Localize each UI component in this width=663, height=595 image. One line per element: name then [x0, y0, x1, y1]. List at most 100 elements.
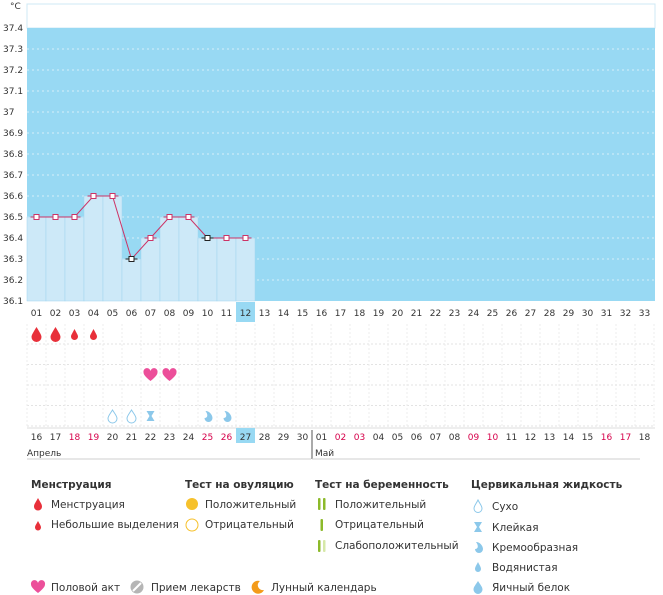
temperature-bar [197, 237, 218, 302]
date-label: 11 [506, 433, 517, 443]
y-tick-label: 36.4 [3, 234, 23, 244]
cycle-day-label: 33 [639, 309, 650, 319]
cycle-day-label: 13 [259, 309, 270, 319]
y-tick-label: 37.1 [3, 87, 23, 97]
month-label: Май [315, 449, 334, 459]
temperature-bar [26, 216, 47, 302]
current-date-highlight [236, 428, 255, 443]
double-bar-icon [315, 497, 331, 511]
legend-watery-label: Водянистая [492, 562, 558, 574]
y-tick-label: 36.2 [3, 276, 23, 286]
temperature-point [71, 214, 78, 220]
moon-icon [251, 580, 267, 594]
legend-intercourse-label: Половой акт [51, 582, 121, 594]
dry-icon [107, 409, 118, 424]
cycle-day-label: 19 [373, 309, 385, 319]
plot-top-margin [26, 3, 656, 29]
drop-small-icon [32, 518, 48, 532]
cycle-day-label: 20 [392, 309, 404, 319]
date-label: 06 [411, 433, 423, 443]
date-label: 22 [145, 433, 156, 443]
temperature-point [52, 214, 59, 220]
cycle-day-label: 10 [202, 309, 214, 319]
date-label: 21 [126, 433, 137, 443]
cycle-day-label: 27 [525, 309, 536, 319]
cycle-day-label: 17 [335, 309, 346, 319]
date-label: 15 [582, 433, 593, 443]
date-label: 16 [31, 433, 43, 443]
temperature-point [128, 256, 135, 262]
y-tick-label: 36.7 [3, 171, 23, 181]
temperature-bar [121, 258, 142, 302]
cycle-day-label: 08 [164, 309, 176, 319]
cycle-day-label: 02 [50, 309, 61, 319]
drop-small-icon [71, 329, 78, 340]
cycle-day-label: 11 [221, 309, 232, 319]
cycle-day-label: 25 [487, 309, 498, 319]
temperature-point [166, 214, 173, 220]
cycle-day-label: 12 [240, 309, 251, 319]
cycle-day-label: 28 [544, 309, 556, 319]
temperature-point [204, 235, 211, 241]
date-label: 10 [487, 433, 499, 443]
cycle-day-label: 18 [354, 309, 366, 319]
cycle-day-label: 30 [582, 309, 594, 319]
legend-pregnancy-faint-label: Слабоположительный [335, 540, 459, 552]
date-label: 05 [392, 433, 403, 443]
legend-spotting-label: Небольшие выделения [51, 519, 179, 531]
cycle-day-label: 21 [411, 309, 422, 319]
single-bar-icon [315, 518, 331, 532]
legend-creamy-label: Кремообразная [492, 542, 579, 554]
y-tick-label: 37 [3, 108, 14, 118]
legend-ovulation-positive-label: Положительный [205, 499, 297, 511]
creamy-icon [223, 411, 232, 422]
cycle-day-label: 22 [430, 309, 441, 319]
date-label: 17 [50, 433, 61, 443]
y-tick-label: 36.8 [3, 150, 23, 160]
y-tick-label: 36.6 [3, 192, 23, 202]
date-label: 28 [259, 433, 271, 443]
temperature-bar [235, 237, 256, 302]
drop-large-icon [50, 327, 61, 342]
cycle-day-label: 01 [31, 309, 42, 319]
temperature-bar [178, 216, 199, 302]
drop-large-icon [31, 497, 47, 511]
y-tick-label: 36.1 [3, 297, 23, 307]
date-label: 08 [449, 433, 461, 443]
temperature-bar [102, 195, 123, 302]
date-label: 13 [544, 433, 555, 443]
date-label: 23 [164, 433, 175, 443]
watery-icon [471, 560, 487, 574]
date-label: 14 [563, 433, 575, 443]
date-label: 26 [221, 433, 233, 443]
current-day-highlight [236, 302, 255, 322]
temperature-point [223, 235, 230, 241]
cycle-day-label: 29 [563, 309, 575, 319]
temperature-bar [216, 237, 237, 302]
temperature-bar [159, 216, 180, 302]
temperature-point [242, 235, 249, 241]
temperature-bar [45, 216, 66, 302]
pill-icon [130, 580, 146, 594]
y-tick-label: 37.4 [3, 24, 23, 34]
cycle-day-label: 31 [601, 309, 612, 319]
drop-large-icon [31, 327, 42, 342]
temperature-bar [140, 237, 161, 302]
date-label: 07 [430, 433, 441, 443]
creamy-icon [204, 411, 213, 422]
sticky-icon [146, 411, 155, 421]
date-label: 27 [240, 433, 251, 443]
legend-pregnancy-positive-label: Положительный [335, 499, 427, 511]
date-label: 16 [601, 433, 613, 443]
month-label: Апрель [27, 449, 61, 459]
temperature-point [185, 214, 192, 220]
legend-sticky-label: Клейкая [492, 522, 539, 534]
creamy-icon [471, 540, 487, 554]
date-label: 30 [297, 433, 309, 443]
date-label: 24 [183, 433, 195, 443]
drop-small-icon [90, 329, 97, 340]
legend-pregnancy-negative-label: Отрицательный [335, 519, 424, 531]
date-label: 18 [639, 433, 651, 443]
cycle-day-label: 16 [316, 309, 328, 319]
legend-moon-label: Лунный календарь [271, 582, 377, 594]
